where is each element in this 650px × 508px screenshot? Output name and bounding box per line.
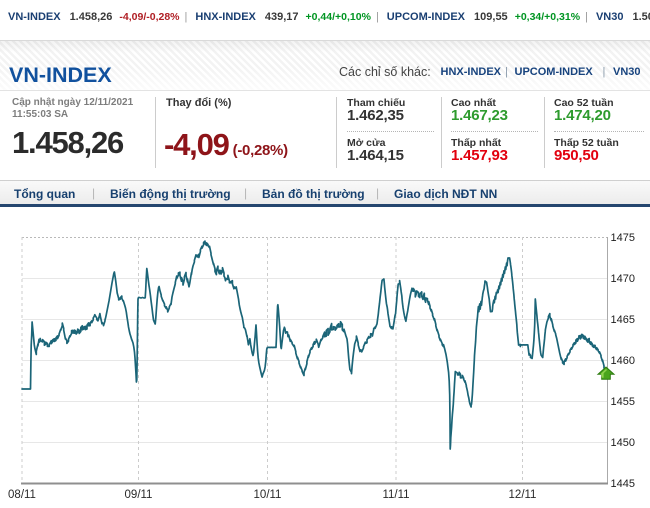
svg-text:1455: 1455 xyxy=(611,396,635,408)
svg-text:1470: 1470 xyxy=(611,273,635,285)
svg-text:09/11: 09/11 xyxy=(125,489,153,501)
svg-text:1445: 1445 xyxy=(611,478,635,490)
svg-text:1450: 1450 xyxy=(611,437,635,449)
svg-text:12/11: 12/11 xyxy=(509,489,537,501)
svg-text:10/11: 10/11 xyxy=(254,489,282,501)
svg-text:11/11: 11/11 xyxy=(382,489,409,501)
svg-text:1460: 1460 xyxy=(611,355,635,367)
svg-text:1475: 1475 xyxy=(611,232,635,244)
svg-text:1465: 1465 xyxy=(611,314,635,326)
svg-text:08/11: 08/11 xyxy=(8,489,36,501)
